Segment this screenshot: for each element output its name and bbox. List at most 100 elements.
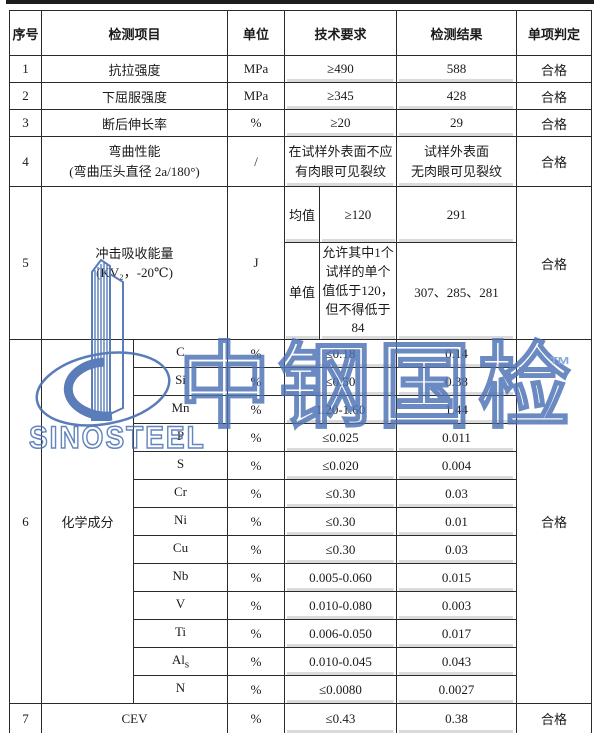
item-cell: 下屈服强度 xyxy=(41,82,228,110)
req-cell: 在试样外表面不应 有肉眼可见裂纹 xyxy=(284,136,397,187)
element-symbol: Mn xyxy=(171,400,190,416)
result-cell: 0.017 xyxy=(396,619,517,649)
element-cell: Cr xyxy=(133,479,228,509)
req-line1: 在试样外表面不应 xyxy=(288,144,393,159)
req-cell: ≥20 xyxy=(284,109,397,137)
element-cell: N xyxy=(133,675,228,705)
item-line2: (弯曲压头直径 2a/180°) xyxy=(69,163,200,179)
table-row-element: Mn % 1.20-1.60 1.44 xyxy=(10,395,592,425)
req-cell: ≤0.43 xyxy=(284,703,397,733)
unit-cell: % xyxy=(227,535,285,565)
unit-cell: MPa xyxy=(227,82,285,110)
verdict-cell: 合格 xyxy=(516,136,592,187)
test-report-table: 序号 检测项目 单位 技术要求 检测结果 单项判定 1 抗拉强度 MPa ≥49… xyxy=(9,10,592,733)
item-cell: 断后伸长率 xyxy=(41,109,228,137)
table-row-tensile: 1 抗拉强度 MPa ≥490 588 合格 xyxy=(9,55,592,83)
unit-cell: % xyxy=(227,675,285,705)
result-cell: 428 xyxy=(396,82,517,110)
sub-label-single: 单值 xyxy=(284,241,320,341)
table-row-element: Cu % ≤0.30 0.03 xyxy=(10,535,592,565)
result-cell: 试样外表面 无肉眼可见裂纹 xyxy=(396,136,517,187)
element-cell: Ni xyxy=(133,507,228,537)
unit-cell: % xyxy=(227,619,285,649)
item-cell: 弯曲性能 (弯曲压头直径 2a/180°) xyxy=(41,136,228,187)
seq-cell: 2 xyxy=(9,82,42,110)
verdict-cell: 合格 xyxy=(516,82,592,110)
req-cell: ≤0.30 xyxy=(284,479,397,509)
item-line2: (KV₂，-20℃) xyxy=(96,265,173,281)
header-result: 检测结果 xyxy=(396,10,517,56)
result-cell: 0.38 xyxy=(396,367,517,397)
req-cell: 1.20-1.60 xyxy=(284,395,397,425)
table-row-impact-single: 单值 允许其中1个试样的单个值低于120，但不得低于84 307、285、281 xyxy=(10,241,592,341)
unit-cell: % xyxy=(227,423,285,453)
result-line2: 无肉眼可见裂纹 xyxy=(410,163,502,179)
result-cell: 0.015 xyxy=(396,563,517,593)
header-seq: 序号 xyxy=(9,10,42,56)
result-cell: 291 xyxy=(396,186,517,243)
req-cell: 0.010-0.045 xyxy=(284,647,397,677)
element-cell: C xyxy=(133,339,228,369)
unit-cell: % xyxy=(227,367,285,397)
req-cell: ≤0.50 xyxy=(284,367,397,397)
result-cell: 0.003 xyxy=(396,591,517,621)
verdict-cell: 合格 xyxy=(516,703,592,733)
element-symbol: N xyxy=(175,680,186,696)
page-top-rule xyxy=(6,0,594,4)
table-row-element: Nb % 0.005-0.060 0.015 xyxy=(10,563,592,593)
table-row-element: P % ≤0.025 0.011 xyxy=(10,423,592,453)
element-cell: Si xyxy=(133,367,228,397)
verdict-cell: 合格 xyxy=(516,109,592,137)
table-row-element: S % ≤0.020 0.004 xyxy=(10,451,592,481)
result-cell: 0.14 xyxy=(396,339,517,369)
req-cell: ≤0.0080 xyxy=(284,675,397,705)
element-symbol: Cu xyxy=(172,540,189,556)
result-cell: 1.44 xyxy=(396,395,517,425)
unit-cell: % xyxy=(227,479,285,509)
element-cell: P xyxy=(133,423,228,453)
unit-cell: % xyxy=(227,703,285,733)
result-cell: 0.03 xyxy=(396,535,517,565)
result-cell: 0.011 xyxy=(396,423,517,453)
item-line1: 冲击吸收能量 xyxy=(95,245,174,261)
element-symbol: Si xyxy=(175,372,186,388)
header-verdict: 单项判定 xyxy=(516,10,592,56)
req-cell: ≤0.30 xyxy=(284,535,397,565)
result-cell: 29 xyxy=(396,109,517,137)
result-line1: 试样外表面 xyxy=(423,144,489,159)
unit-cell: MPa xyxy=(227,55,285,83)
unit-cell: % xyxy=(227,507,285,537)
unit-cell: % xyxy=(227,563,285,593)
unit-cell: % xyxy=(227,591,285,621)
result-cell: 307、285、281 xyxy=(396,241,517,341)
result-cell: 0.38 xyxy=(396,703,517,733)
unit-cell: % xyxy=(227,339,285,369)
req-cell: ≤0.18 xyxy=(284,339,397,369)
req-cell: ≤0.30 xyxy=(284,507,397,537)
result-cell: 0.004 xyxy=(396,451,517,481)
unit-cell: % xyxy=(227,451,285,481)
header-row: 序号 检测项目 单位 技术要求 检测结果 单项判定 xyxy=(9,10,592,56)
element-symbol: S xyxy=(176,456,185,472)
verdict-cell: 合格 xyxy=(516,339,592,705)
table-row-bend: 4 弯曲性能 (弯曲压头直径 2a/180°) / 在试样外表面不应 有肉眼可见… xyxy=(9,136,592,187)
req-cell: 0.010-0.080 xyxy=(284,591,397,621)
element-cell: S xyxy=(133,451,228,481)
item-cell: 化学成分 xyxy=(41,339,134,705)
result-cell: 0.0027 xyxy=(396,675,517,705)
unit-cell: % xyxy=(227,647,285,677)
element-cell: Als xyxy=(133,647,228,677)
element-subscript: s xyxy=(184,659,190,672)
element-symbol: P xyxy=(176,428,185,444)
element-symbol: Ni xyxy=(174,512,187,528)
result-cell: 588 xyxy=(396,55,517,83)
result-cell: 0.043 xyxy=(396,647,517,677)
element-cell: Cu xyxy=(133,535,228,565)
item-cell: CEV xyxy=(41,703,228,733)
element-symbol: Al xyxy=(171,652,185,668)
seq-cell: 4 xyxy=(9,136,42,187)
table-row-impact-avg: 5 冲击吸收能量 (KV₂，-20℃) J 均值 ≥120 291 合格 xyxy=(9,185,592,341)
element-cell: Ti xyxy=(133,619,228,649)
unit-cell: % xyxy=(227,395,285,425)
item-cell: 抗拉强度 xyxy=(41,55,228,83)
